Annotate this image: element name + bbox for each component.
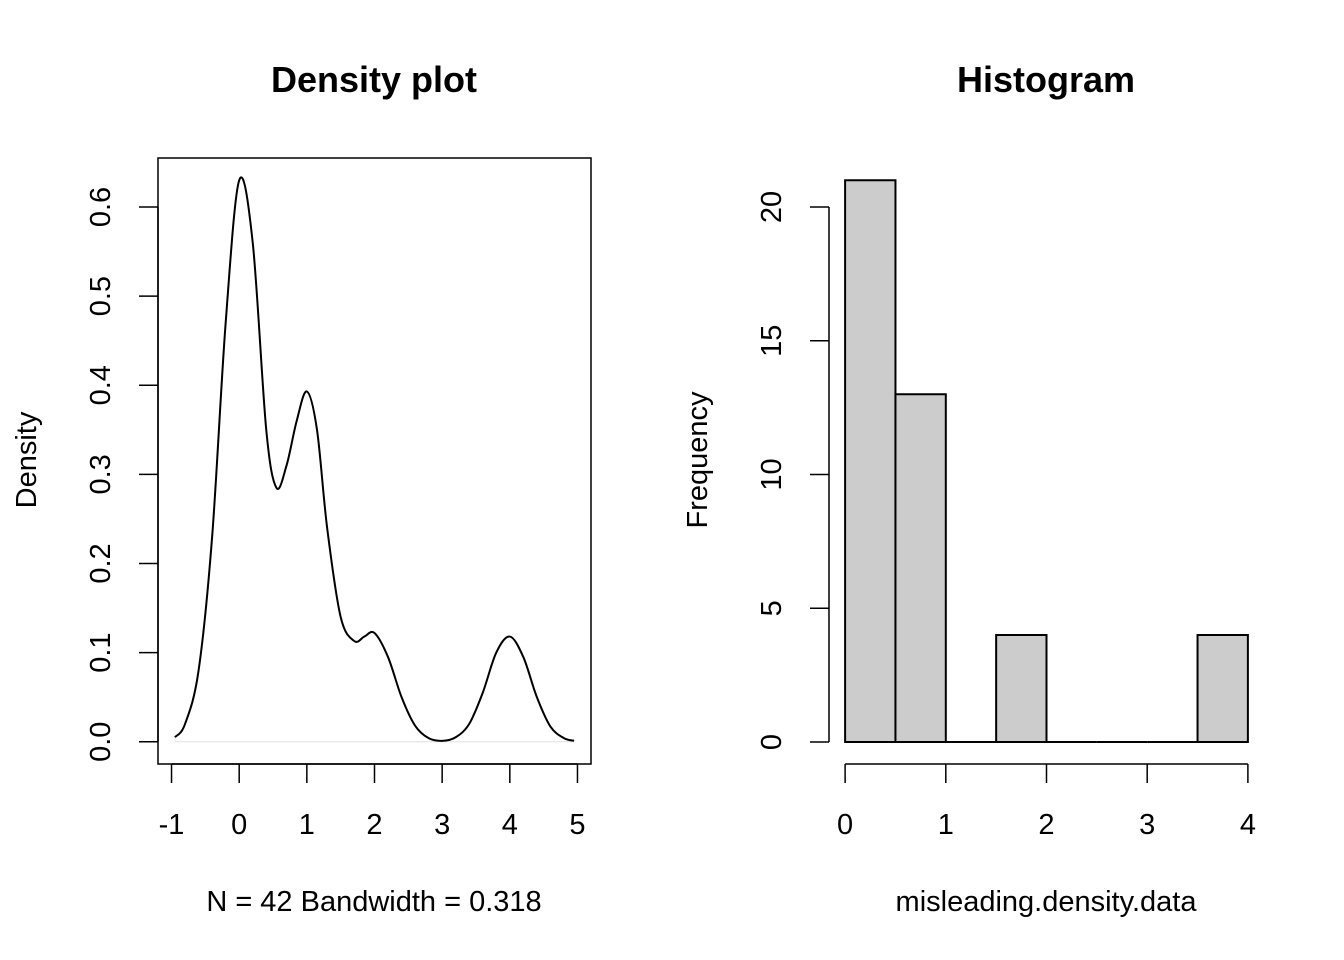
density-y-tick-label: 0.3 bbox=[85, 454, 117, 494]
density-y-axis-label: Density bbox=[11, 411, 43, 508]
density-y-tick-label: 0.4 bbox=[85, 365, 117, 405]
histogram-y-tick-label: 0 bbox=[756, 734, 788, 750]
histogram-x-axis: 0 1 2 3 4 bbox=[837, 763, 1256, 841]
density-x-tick-label: 3 bbox=[434, 809, 450, 841]
histogram-y-axis: 0 5 10 15 20 bbox=[756, 191, 830, 750]
histogram-bar bbox=[995, 634, 1048, 743]
histogram-title: Histogram bbox=[957, 59, 1135, 100]
density-plot-box bbox=[157, 157, 592, 765]
density-panel: Density plot N = 42 Bandwidth = 0.318 De… bbox=[11, 59, 592, 918]
histogram-bar bbox=[844, 179, 897, 743]
histogram-x-axis-label: misleading.density.data bbox=[896, 886, 1198, 918]
histogram-x-tick-label: 0 bbox=[837, 809, 853, 841]
density-x-tick-label: -1 bbox=[159, 809, 185, 841]
density-x-tick-label: 2 bbox=[366, 809, 382, 841]
histogram-panel: Histogram misleading.density.data Freque… bbox=[682, 59, 1256, 918]
histogram-y-tick-label: 15 bbox=[756, 325, 788, 357]
histogram-x-tick-label: 1 bbox=[938, 809, 954, 841]
density-marks bbox=[174, 176, 575, 743]
histogram-bar bbox=[894, 393, 947, 743]
histogram-x-tick-label: 2 bbox=[1038, 809, 1054, 841]
density-x-tick-label: 1 bbox=[299, 809, 315, 841]
density-title: Density plot bbox=[271, 59, 477, 100]
histogram-marks bbox=[844, 179, 1249, 743]
histogram-y-axis-label: Frequency bbox=[682, 391, 714, 529]
histogram-x-tick-label: 4 bbox=[1240, 809, 1256, 841]
density-y-tick-label: 0.0 bbox=[85, 722, 117, 762]
density-y-tick-label: 0.2 bbox=[85, 543, 117, 583]
density-y-tick-label: 0.5 bbox=[85, 276, 117, 316]
histogram-bar bbox=[1196, 634, 1249, 743]
density-x-axis: -1 0 1 2 3 4 5 bbox=[159, 763, 586, 841]
density-x-axis-label: N = 42 Bandwidth = 0.318 bbox=[206, 886, 541, 918]
density-x-tick-label: 0 bbox=[231, 809, 247, 841]
histogram-x-tick-label: 3 bbox=[1139, 809, 1155, 841]
density-x-tick-label: 5 bbox=[569, 809, 585, 841]
histogram-y-tick-label: 20 bbox=[756, 191, 788, 223]
histogram-y-tick-label: 5 bbox=[756, 600, 788, 616]
density-y-tick-label: 0.6 bbox=[85, 187, 117, 227]
density-curve bbox=[174, 176, 575, 742]
histogram-y-tick-label: 10 bbox=[756, 458, 788, 490]
density-x-tick-label: 4 bbox=[502, 809, 518, 841]
density-y-axis: 0.0 0.1 0.2 0.3 0.4 0.5 0.6 bbox=[85, 187, 159, 762]
density-y-tick-label: 0.1 bbox=[85, 632, 117, 672]
